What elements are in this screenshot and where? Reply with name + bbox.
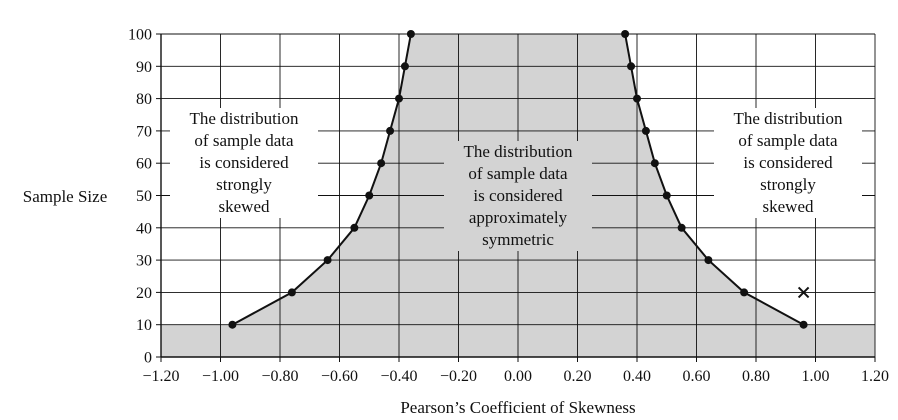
y-tick-label-6: 60 <box>136 156 152 173</box>
annotation-left-line-1: The distribution <box>189 109 299 128</box>
annotation-middle-line-1: The distribution <box>463 142 573 161</box>
right-boundary-point-9 <box>621 30 630 38</box>
x-axis-label: Pearson’s Coefficient of Skewness <box>400 398 635 417</box>
x-tick-label-1: −1.00 <box>202 368 239 385</box>
y-tick-label-3: 30 <box>136 253 152 270</box>
y-tick-label-2: 20 <box>136 285 152 302</box>
y-tick-label-10: 100 <box>128 27 152 44</box>
annotation-left-line-4: strongly <box>216 175 272 194</box>
annotation-left-line-5: skewed <box>218 197 270 216</box>
y-tick-label-7: 70 <box>136 123 152 140</box>
annotation-left: The distribution of sample data is consi… <box>170 108 318 218</box>
left-boundary-point-2 <box>323 256 332 265</box>
x-tick-label-9: 0.60 <box>683 368 711 385</box>
annotation-middle-line-4: approximately <box>468 208 568 227</box>
annotation-right: The distribution of sample data is consi… <box>714 108 862 218</box>
annotation-right-line-4: strongly <box>760 175 816 194</box>
x-tick-label-12: 1.20 <box>861 368 889 385</box>
tick-labels: −1.20 −1.00 −0.80 −0.60 −0.40 −0.20 0.00 0.20 0.… <box>128 27 889 386</box>
annotation-left-line-3: is considered <box>199 153 289 172</box>
y-tick-label-1: 10 <box>136 317 152 334</box>
left-boundary-point-4 <box>365 191 374 200</box>
right-boundary-point-0 <box>799 320 808 329</box>
x-tick-label-5: −0.20 <box>440 368 477 385</box>
annotation-middle-line-2: of sample data <box>468 164 568 183</box>
axes <box>156 33 876 362</box>
right-boundary-point-6 <box>641 126 650 135</box>
left-boundary-point-5 <box>377 159 386 168</box>
y-tick-label-4: 40 <box>136 220 152 237</box>
right-boundary-point-7 <box>633 94 641 103</box>
left-boundary-line <box>231 33 412 326</box>
x-tick-label-10: 0.80 <box>742 368 770 385</box>
y-tick-label-5: 50 <box>136 188 152 205</box>
left-boundary-point-1 <box>287 288 296 297</box>
left-boundary-point-0 <box>228 320 237 329</box>
right-boundary-line <box>624 33 805 326</box>
annotation-right-line-1: The distribution <box>733 109 843 128</box>
left-boundary-point-9 <box>406 30 415 38</box>
left-boundary-point-3 <box>350 223 359 232</box>
x-tick-label-7: 0.20 <box>564 368 592 385</box>
right-boundary-point-2 <box>704 256 713 265</box>
annotation-right-line-5: skewed <box>762 197 814 216</box>
annotation-middle-line-5: symmetric <box>482 230 554 249</box>
boundary-points <box>228 30 810 329</box>
left-boundary-point-8 <box>400 62 409 71</box>
right-boundary-point-5 <box>650 159 659 168</box>
y-tick-label-0: 0 <box>144 350 152 367</box>
right-boundary-point-8 <box>627 62 636 71</box>
x-tick-label-8: 0.40 <box>623 368 651 385</box>
annotation-left-line-2: of sample data <box>194 131 294 150</box>
y-tick-label-9: 90 <box>136 59 152 76</box>
y-tick-label-8: 80 <box>136 91 152 108</box>
annotation-middle-line-3: is considered <box>473 186 563 205</box>
annotation-right-line-2: of sample data <box>738 131 838 150</box>
x-tick-label-3: −0.60 <box>321 368 358 385</box>
x-tick-label-11: 1.00 <box>802 368 830 385</box>
x-tick-label-6: 0.00 <box>504 368 532 385</box>
left-boundary-point-7 <box>395 94 403 103</box>
right-boundary-point-3 <box>677 223 686 232</box>
x-tick-label-0: −1.20 <box>142 368 179 385</box>
boundary-lines <box>231 33 805 326</box>
y-axis-label: Sample Size <box>23 187 108 206</box>
annotation-right-line-3: is considered <box>743 153 833 172</box>
right-boundary-point-1 <box>740 288 749 297</box>
x-tick-label-2: −0.80 <box>261 368 298 385</box>
right-boundary-point-4 <box>662 191 671 200</box>
x-tick-label-4: −0.40 <box>380 368 417 385</box>
annotation-middle: The distribution of sample data is consi… <box>444 141 592 251</box>
x-marker-stroke-2 <box>797 286 810 299</box>
left-boundary-point-6 <box>386 126 395 135</box>
